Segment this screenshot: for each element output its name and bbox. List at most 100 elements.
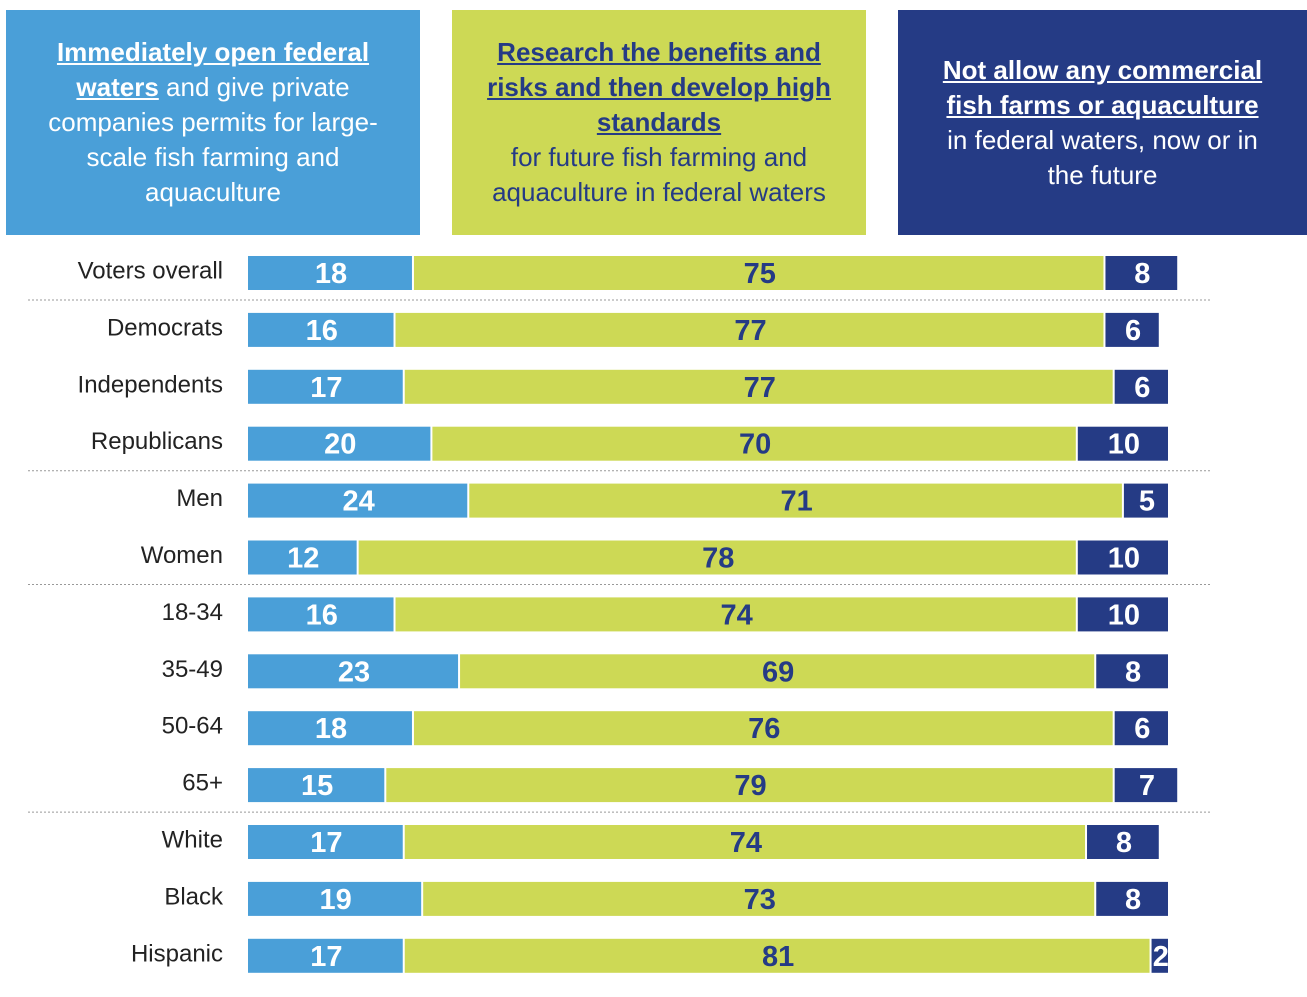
bar-segment bbox=[248, 881, 422, 916]
value-label: 8 bbox=[1125, 656, 1141, 688]
value-label: 10 bbox=[1108, 599, 1140, 631]
category-label: 50-64 bbox=[162, 713, 223, 740]
bar-segment bbox=[248, 597, 394, 632]
value-label: 76 bbox=[748, 713, 780, 745]
bar-segment bbox=[248, 369, 403, 404]
bar-segment bbox=[1096, 654, 1168, 689]
value-label: 8 bbox=[1125, 884, 1141, 916]
legend-box: Research the benefits and risks and then… bbox=[452, 10, 866, 235]
legend-name: Research the benefits and risks and then… bbox=[487, 37, 831, 137]
category-label: 18-34 bbox=[162, 599, 223, 626]
value-label: 16 bbox=[306, 599, 338, 631]
bar-segment bbox=[358, 540, 1076, 575]
value-label: 20 bbox=[324, 429, 356, 461]
value-label: 75 bbox=[744, 258, 776, 290]
bar-segment bbox=[248, 938, 403, 973]
legend-name: Immediately open federal waters bbox=[56, 37, 370, 102]
bar-segment bbox=[248, 768, 385, 803]
value-label: 12 bbox=[287, 543, 319, 575]
value-label: 7 bbox=[1139, 770, 1155, 802]
category-label: Black bbox=[164, 883, 224, 910]
value-label: 79 bbox=[734, 770, 766, 802]
value-label: 18 bbox=[315, 713, 347, 745]
value-label: 69 bbox=[762, 656, 794, 688]
bar-segment bbox=[395, 597, 1076, 632]
value-label: 24 bbox=[343, 486, 375, 518]
bar-segment bbox=[1123, 483, 1168, 518]
legend-description: and give private companies permits for l… bbox=[48, 72, 378, 207]
bar-segment bbox=[248, 256, 412, 290]
value-label: 16 bbox=[306, 315, 338, 347]
bar-segment bbox=[1087, 825, 1159, 859]
bar-segment bbox=[248, 540, 357, 575]
bar-segment bbox=[1077, 597, 1168, 632]
value-label: 17 bbox=[310, 941, 342, 973]
bar-segment bbox=[1151, 938, 1168, 973]
value-label: 19 bbox=[319, 884, 351, 916]
value-label: 10 bbox=[1108, 543, 1140, 575]
value-label: 78 bbox=[702, 543, 734, 575]
value-label: 17 bbox=[310, 372, 342, 404]
legend-box: Immediately open federal waters and give… bbox=[6, 10, 420, 235]
category-label: Democrats bbox=[107, 314, 223, 341]
value-label: 73 bbox=[744, 884, 776, 916]
value-label: 18 bbox=[315, 258, 347, 290]
value-label: 77 bbox=[744, 372, 776, 404]
bar-segment bbox=[1077, 426, 1168, 461]
category-label: 35-49 bbox=[162, 656, 223, 683]
value-label: 2 bbox=[1153, 941, 1169, 973]
value-label: 10 bbox=[1108, 429, 1140, 461]
value-label: 5 bbox=[1139, 486, 1155, 518]
value-label: 70 bbox=[739, 429, 771, 461]
bar-segment bbox=[248, 711, 412, 746]
category-label: White bbox=[162, 827, 223, 854]
bar-segment bbox=[1105, 312, 1159, 347]
bar-segment bbox=[404, 938, 1150, 973]
bar-segment bbox=[413, 256, 1104, 290]
value-label: 17 bbox=[310, 827, 342, 859]
value-label: 74 bbox=[721, 599, 753, 631]
value-label: 8 bbox=[1116, 827, 1132, 859]
legend-description: in federal waters, now or in the future bbox=[947, 124, 1258, 190]
bar-segment bbox=[1114, 768, 1178, 803]
bar-segment bbox=[248, 654, 459, 689]
bar-segment bbox=[248, 483, 468, 518]
value-label: 81 bbox=[762, 941, 794, 973]
bar-segment bbox=[1096, 881, 1168, 916]
bar-segment bbox=[413, 711, 1113, 746]
value-label: 71 bbox=[780, 486, 812, 518]
category-label: Hispanic bbox=[131, 940, 223, 967]
bar-segment bbox=[404, 825, 1086, 859]
category-label: Women bbox=[141, 542, 223, 569]
legend-name: Not allow any commercial fish farms or a… bbox=[942, 54, 1263, 120]
bar-segment bbox=[395, 312, 1104, 347]
value-label: 74 bbox=[730, 827, 762, 859]
category-label: 65+ bbox=[182, 770, 223, 797]
bar-segment bbox=[248, 312, 394, 347]
value-label: 6 bbox=[1134, 372, 1150, 404]
bar-segment bbox=[432, 426, 1076, 461]
value-label: 6 bbox=[1134, 713, 1150, 745]
value-label: 8 bbox=[1134, 258, 1150, 290]
bar-segment bbox=[1077, 540, 1168, 575]
category-label: Independents bbox=[78, 371, 223, 398]
category-label: Voters overall bbox=[78, 258, 223, 285]
bar-segment bbox=[1114, 711, 1168, 746]
value-label: 6 bbox=[1125, 315, 1141, 347]
value-label: 15 bbox=[301, 770, 333, 802]
bar-segment bbox=[423, 881, 1095, 916]
legend-description: for future fish farming and aquaculture … bbox=[492, 142, 826, 207]
category-label: Men bbox=[176, 485, 223, 512]
legend-box: Not allow any commercial fish farms or a… bbox=[898, 10, 1307, 235]
value-label: 77 bbox=[734, 315, 766, 347]
bar-segment bbox=[469, 483, 1122, 518]
category-label: Republicans bbox=[91, 428, 223, 455]
bar-segment bbox=[386, 768, 1113, 803]
value-label: 23 bbox=[338, 656, 370, 688]
bar-segment bbox=[248, 825, 403, 859]
bar-segment bbox=[1114, 369, 1168, 404]
bar-segment bbox=[404, 369, 1113, 404]
bar-segment bbox=[248, 426, 431, 461]
